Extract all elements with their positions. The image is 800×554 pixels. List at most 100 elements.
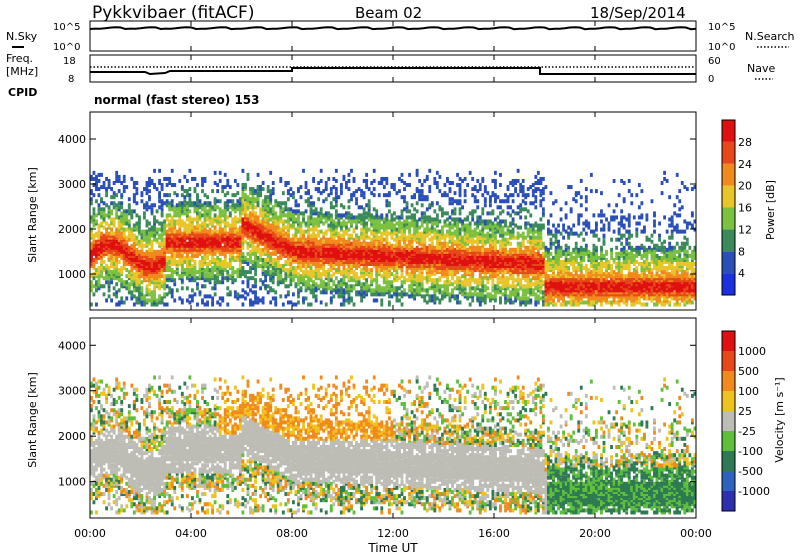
power-cell <box>213 217 217 222</box>
power-cell <box>266 247 270 252</box>
power-cell <box>115 253 119 258</box>
power-cell <box>418 278 422 283</box>
power-cell <box>365 257 369 262</box>
power-cell <box>410 282 414 287</box>
power-cell <box>307 270 310 275</box>
power-cell <box>398 219 401 224</box>
power-cell <box>385 181 389 185</box>
power-cell <box>319 245 323 250</box>
power-cell <box>372 264 376 269</box>
power-cell <box>206 237 209 242</box>
power-cell <box>269 197 273 202</box>
power-cell <box>292 259 295 264</box>
power-cell <box>471 253 475 258</box>
power-cell <box>238 227 242 232</box>
power-cell <box>304 270 308 275</box>
power-cell <box>307 247 310 252</box>
power-cell <box>178 253 182 258</box>
power-cell <box>198 249 202 254</box>
power-cell <box>423 195 427 200</box>
power-cell <box>241 168 245 173</box>
power-cell <box>271 237 275 242</box>
power-cell <box>271 247 275 252</box>
power-cell <box>140 229 144 234</box>
power-cell <box>279 270 283 275</box>
power-cell <box>231 278 235 283</box>
power-cell <box>170 288 174 293</box>
power-cell <box>264 229 268 234</box>
power-cell <box>140 193 144 198</box>
power-cell <box>350 247 353 252</box>
power-cell <box>218 211 222 216</box>
power-cell <box>203 211 207 216</box>
power-cell <box>347 266 351 271</box>
power-cell <box>322 262 326 266</box>
power-cell <box>261 207 265 212</box>
power-cell <box>380 237 384 242</box>
power-cell <box>120 235 124 240</box>
power-cell <box>443 251 447 256</box>
power-cell <box>198 243 202 248</box>
power-cell <box>345 255 348 260</box>
power-cell <box>178 203 182 208</box>
power-cell <box>241 221 245 226</box>
power-cell <box>413 262 417 266</box>
power-cell <box>170 278 174 283</box>
power-cell <box>191 257 194 262</box>
power-cell <box>226 203 230 208</box>
power-cell <box>228 229 232 234</box>
power-cell <box>365 215 369 220</box>
power-cell <box>97 266 101 271</box>
power-cell <box>145 272 149 277</box>
power-cell <box>468 272 472 277</box>
power-cell <box>355 253 358 258</box>
power-cell <box>259 251 262 256</box>
power-cell <box>345 247 348 252</box>
power-cell <box>241 270 245 275</box>
power-cell <box>372 278 376 283</box>
power-cell <box>180 259 184 264</box>
power-cell <box>92 264 96 269</box>
power-cell <box>360 284 363 289</box>
power-cell <box>317 268 321 273</box>
power-cell <box>428 219 432 224</box>
power-cell <box>299 237 303 242</box>
power-cell <box>390 219 394 224</box>
power-cell <box>226 207 230 212</box>
power-cell <box>466 241 470 246</box>
power-cell <box>107 239 111 244</box>
power-cell <box>476 268 480 273</box>
power-cell <box>420 237 424 242</box>
power-cell <box>92 183 96 188</box>
power-cell <box>350 221 353 226</box>
power-cell <box>456 268 459 273</box>
power-cell <box>150 203 154 208</box>
power-cell <box>390 266 394 271</box>
power-cell <box>334 168 338 173</box>
power-cell <box>269 231 273 236</box>
power-cell <box>319 282 323 287</box>
power-cell <box>468 282 472 287</box>
power-cell <box>102 251 106 256</box>
power-cell <box>478 264 482 269</box>
power-cell <box>299 266 303 271</box>
power-cell <box>466 247 470 252</box>
power-cell <box>266 205 270 210</box>
power-cell <box>370 219 374 224</box>
power-cell <box>274 249 278 254</box>
power-cell <box>269 237 273 242</box>
power-cell <box>196 211 199 216</box>
power-cell <box>221 264 225 269</box>
power-cell <box>183 203 187 208</box>
power-cell <box>97 211 101 216</box>
power-cell <box>478 280 482 285</box>
power-cell <box>100 262 103 266</box>
power-cell <box>168 227 172 232</box>
power-cell <box>471 257 475 262</box>
power-cell <box>438 207 442 212</box>
power-cell <box>347 270 351 275</box>
power-cell <box>319 274 323 279</box>
power-cell <box>453 262 457 266</box>
power-cell <box>456 221 459 226</box>
power-cell <box>319 272 323 277</box>
